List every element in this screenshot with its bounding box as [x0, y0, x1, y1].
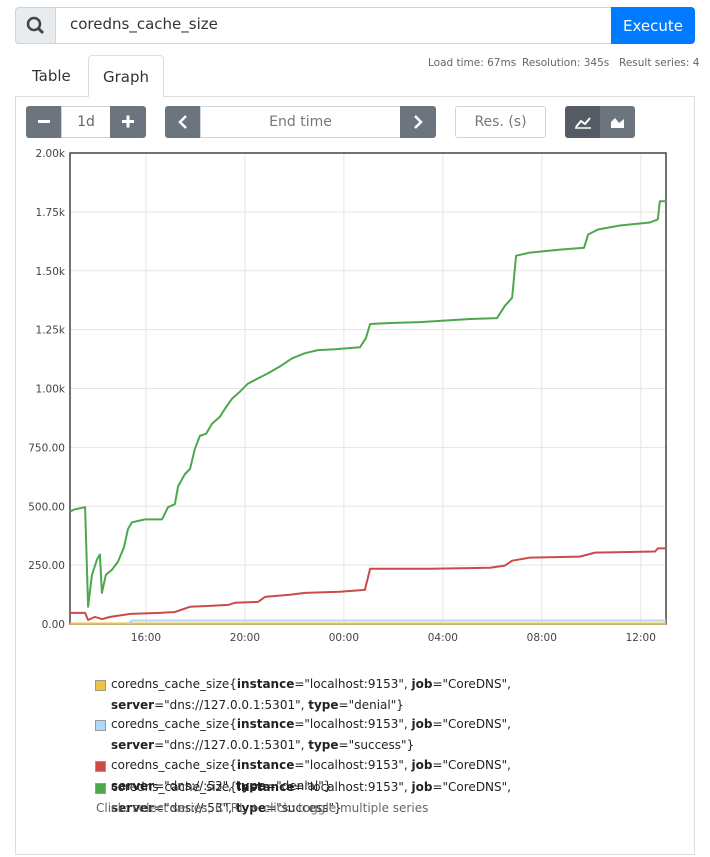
result-series: Result series: 4 [619, 57, 700, 69]
x-tick-label: 04:00 [428, 632, 458, 644]
y-tick-label: 0.00 [42, 619, 65, 631]
legend-swatch[interactable] [95, 720, 106, 731]
search-icon-box [15, 7, 56, 44]
y-tick-label: 750.00 [28, 442, 65, 454]
y-tick-label: 500.00 [28, 501, 65, 513]
x-tick-label: 16:00 [131, 632, 161, 644]
resolution: Resolution: 345s [522, 57, 610, 69]
execute-button[interactable]: Execute [611, 7, 695, 44]
graph-tab[interactable]: Graph [88, 55, 164, 97]
line-mode-button[interactable] [565, 106, 601, 138]
legend-swatch[interactable] [95, 761, 106, 772]
search-icon [26, 16, 45, 35]
range-input[interactable]: 1d [61, 106, 111, 138]
y-tick-label: 1.75k [36, 207, 66, 219]
query-input[interactable]: coredns_cache_size [70, 15, 218, 33]
x-tick-label: 20:00 [230, 632, 260, 644]
legend-swatch[interactable] [95, 783, 106, 794]
legend-entry[interactable]: coredns_cache_size{instance="localhost:9… [111, 758, 511, 793]
chart: 0.00 250.00 500.00 750.00 1.00k 1.25k 1.50k 1.7… [28, 148, 667, 644]
resolution-input[interactable]: Res. (s) [455, 106, 546, 138]
range-decrease[interactable] [26, 106, 62, 138]
legend-entry[interactable]: coredns_cache_size{instance="localhost:9… [111, 780, 511, 815]
end-time-back[interactable] [165, 106, 201, 138]
end-time-input[interactable]: End time [200, 106, 401, 138]
x-tick-label: 00:00 [329, 632, 359, 644]
y-tick-label: 1.25k [36, 325, 66, 337]
range-increase[interactable] [110, 106, 146, 138]
legend-entry[interactable]: coredns_cache_size{instance="localhost:9… [111, 677, 511, 712]
x-tick-label: 08:00 [527, 632, 557, 644]
series-line [69, 200, 666, 608]
legend-swatch[interactable] [95, 680, 106, 691]
graph-panel [15, 96, 695, 855]
x-tick-label: 12:00 [626, 632, 656, 644]
series-line [70, 547, 666, 621]
y-tick-label: 1.50k [36, 266, 66, 278]
y-tick-label: 1.00k [36, 384, 66, 396]
load-time: Load time: 67ms [428, 57, 517, 69]
table-tab[interactable]: Table [32, 67, 71, 85]
stacked-mode-button[interactable] [600, 106, 635, 138]
series-line [127, 619, 666, 625]
y-tick-label: 250.00 [28, 560, 65, 572]
legend-hint: Click: select series, CTRL + click: togg… [96, 801, 429, 815]
end-time-forward[interactable] [400, 106, 436, 138]
legend-entry[interactable]: coredns_cache_size{instance="localhost:9… [111, 717, 511, 752]
y-tick-label: 2.00k [36, 148, 66, 160]
